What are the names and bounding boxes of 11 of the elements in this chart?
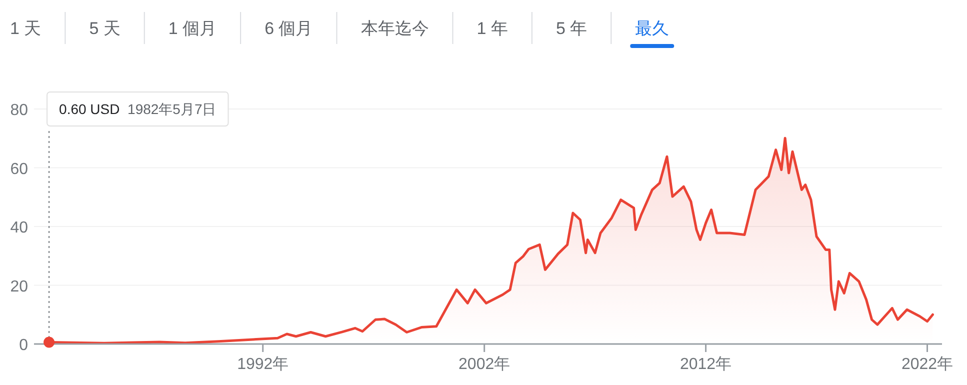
x-tick-label: 2012年	[680, 356, 732, 373]
y-tick-label: 0	[19, 337, 28, 354]
x-tick-label: 2022年	[901, 356, 954, 373]
annotation: 0.60 USD 1982年5月7日	[59, 101, 216, 117]
x-tick-label: 1992年	[237, 356, 289, 373]
y-tick-label: 80	[10, 102, 28, 119]
tabs: 1 天 5 天 1 個月 6 個月 本年迄今 1 年 5 年 最久	[10, 12, 674, 48]
x-tick-label: 2002年	[458, 356, 510, 373]
y-tick-label: 20	[10, 278, 28, 296]
y-tick-label: 60	[10, 160, 28, 178]
y-tick-label: 40	[10, 220, 28, 236]
